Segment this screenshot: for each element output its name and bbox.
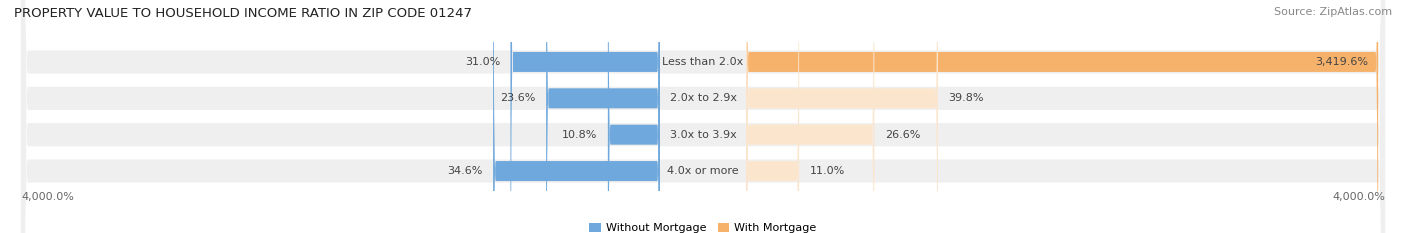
Text: 34.6%: 34.6%	[447, 166, 482, 176]
Legend: Without Mortgage, With Mortgage: Without Mortgage, With Mortgage	[589, 223, 817, 233]
Text: 4,000.0%: 4,000.0%	[1331, 192, 1385, 202]
Text: 4.0x or more: 4.0x or more	[668, 166, 738, 176]
FancyBboxPatch shape	[607, 0, 659, 233]
FancyBboxPatch shape	[747, 0, 875, 233]
FancyBboxPatch shape	[494, 0, 659, 233]
Text: 26.6%: 26.6%	[884, 130, 920, 140]
Text: 39.8%: 39.8%	[948, 93, 984, 103]
FancyBboxPatch shape	[546, 0, 659, 233]
Text: 3,419.6%: 3,419.6%	[1315, 57, 1368, 67]
Text: 2.0x to 2.9x: 2.0x to 2.9x	[669, 93, 737, 103]
Text: 31.0%: 31.0%	[465, 57, 501, 67]
FancyBboxPatch shape	[21, 0, 1385, 233]
FancyBboxPatch shape	[21, 0, 1385, 233]
FancyBboxPatch shape	[747, 0, 1378, 233]
FancyBboxPatch shape	[747, 0, 938, 233]
Text: 4,000.0%: 4,000.0%	[21, 192, 75, 202]
Text: 23.6%: 23.6%	[501, 93, 536, 103]
FancyBboxPatch shape	[510, 0, 659, 233]
FancyBboxPatch shape	[21, 0, 1385, 233]
Text: Less than 2.0x: Less than 2.0x	[662, 57, 744, 67]
Text: PROPERTY VALUE TO HOUSEHOLD INCOME RATIO IN ZIP CODE 01247: PROPERTY VALUE TO HOUSEHOLD INCOME RATIO…	[14, 7, 472, 20]
Text: 10.8%: 10.8%	[562, 130, 598, 140]
Text: 3.0x to 3.9x: 3.0x to 3.9x	[669, 130, 737, 140]
Text: 11.0%: 11.0%	[810, 166, 845, 176]
FancyBboxPatch shape	[747, 0, 799, 233]
FancyBboxPatch shape	[21, 0, 1385, 233]
Text: Source: ZipAtlas.com: Source: ZipAtlas.com	[1274, 7, 1392, 17]
